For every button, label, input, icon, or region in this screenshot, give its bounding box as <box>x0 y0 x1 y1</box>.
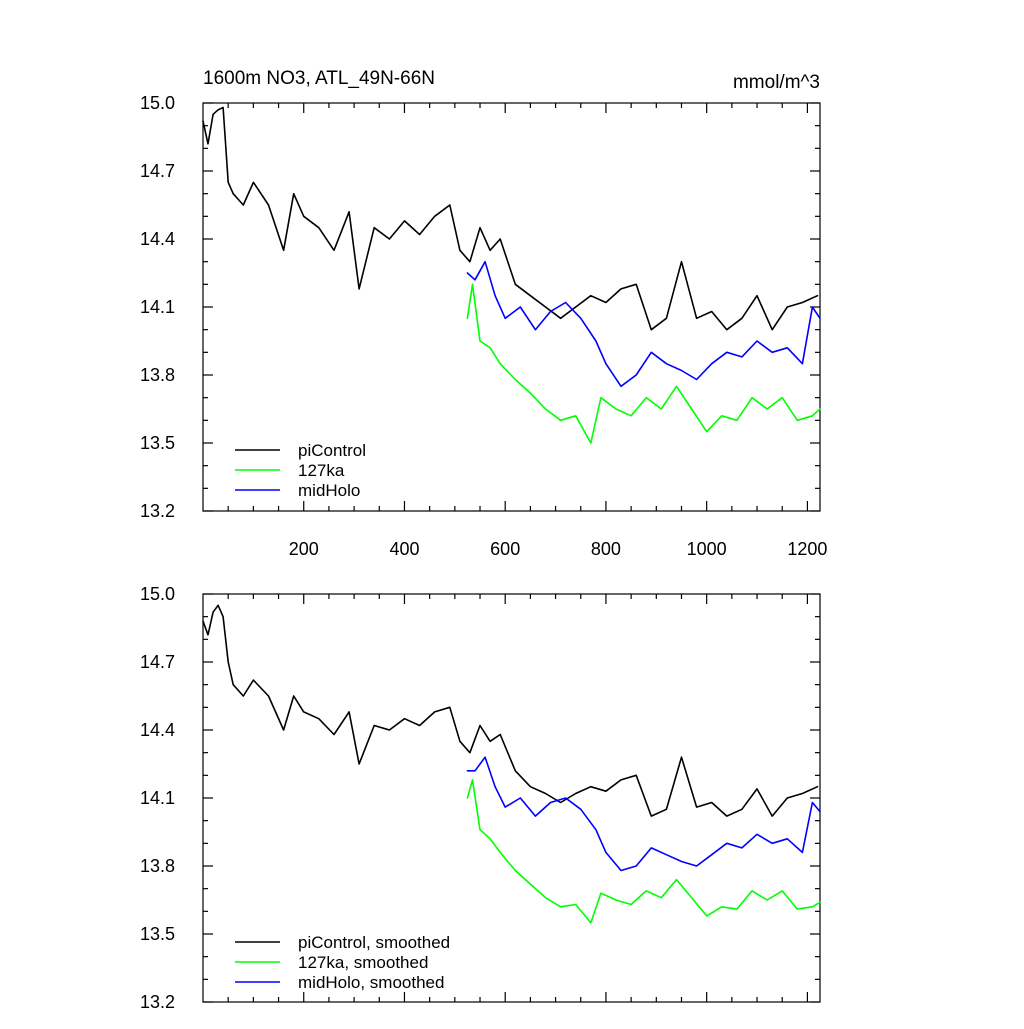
top-panel: 1600m NO3, ATL_49N-66N mmol/m^3 15.0 14.… <box>140 68 827 559</box>
y-tick-label: 14.4 <box>140 229 175 249</box>
tick-marks <box>203 102 820 512</box>
y-tick-label: 15.0 <box>140 584 175 604</box>
y-tick-labels: 15.0 14.7 14.4 14.1 13.8 13.5 13.2 <box>140 93 175 521</box>
y-tick-label: 13.8 <box>140 365 175 385</box>
x-tick-label: 1000 <box>687 539 727 559</box>
legend-label: piControl <box>298 441 366 460</box>
legend: piControl, smoothed 127ka, smoothed midH… <box>235 933 450 992</box>
x-tick-label: 200 <box>289 539 319 559</box>
x-tick-label: 400 <box>389 539 419 559</box>
legend-label: midHolo, smoothed <box>298 973 444 992</box>
legend-label: 127ka <box>298 461 345 480</box>
units-label: mmol/m^3 <box>733 72 820 93</box>
series-127ka-line <box>466 283 821 444</box>
y-tick-label: 13.8 <box>140 856 175 876</box>
y-tick-label: 13.5 <box>140 924 175 944</box>
plot-frame <box>202 102 821 512</box>
y-tick-label: 14.7 <box>140 161 175 181</box>
series-lines <box>202 106 821 444</box>
x-tick-label: 1200 <box>787 539 827 559</box>
y-tick-labels: 15.0 14.7 14.4 14.1 13.8 13.5 13.2 <box>140 584 175 1012</box>
plot-frame <box>202 593 821 1003</box>
y-tick-label: 14.1 <box>140 297 175 317</box>
series-127ka-line <box>466 779 821 924</box>
x-tick-labels: 200 400 600 800 1000 1200 <box>289 539 828 559</box>
legend-label: piControl, smoothed <box>298 933 450 952</box>
series-piControl-line <box>202 604 819 817</box>
y-tick-label: 13.2 <box>140 992 175 1012</box>
bottom-panel: 15.0 14.7 14.4 14.1 13.8 13.5 13.2 piCon… <box>140 584 821 1012</box>
y-tick-label: 14.1 <box>140 788 175 808</box>
y-tick-label: 15.0 <box>140 93 175 113</box>
series-midHolo-line <box>466 756 821 872</box>
series-lines <box>202 604 821 924</box>
legend-label: midHolo <box>298 481 360 500</box>
legend: piControl 127ka midHolo <box>235 441 366 500</box>
x-tick-label: 800 <box>591 539 621 559</box>
y-tick-label: 14.4 <box>140 720 175 740</box>
y-tick-label: 13.5 <box>140 433 175 453</box>
series-piControl-line <box>202 106 819 331</box>
legend-label: 127ka, smoothed <box>298 953 428 972</box>
series-midHolo-line <box>466 260 821 388</box>
y-tick-label: 14.7 <box>140 652 175 672</box>
panel-title: 1600m NO3, ATL_49N-66N <box>203 68 435 89</box>
y-tick-label: 13.2 <box>140 501 175 521</box>
tick-marks <box>203 593 820 1003</box>
x-tick-label: 600 <box>490 539 520 559</box>
